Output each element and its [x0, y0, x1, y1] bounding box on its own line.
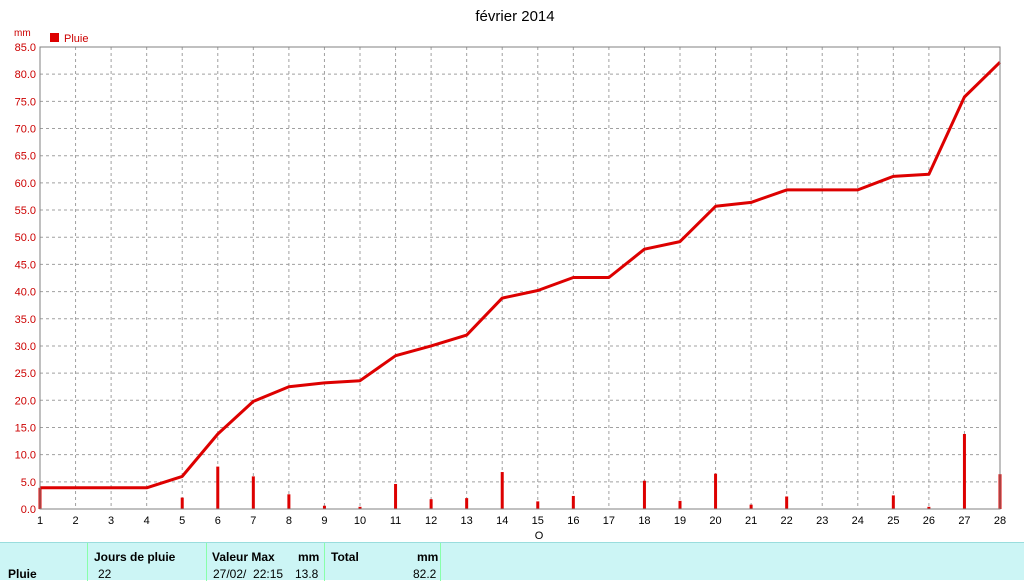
total-header: Total	[331, 550, 359, 564]
chart-title: février 2014	[475, 8, 554, 25]
valeur-max-cell: Valeur Max mm 27/02/ 22:15 13.8	[206, 543, 324, 581]
x-tick-label: 19	[674, 515, 686, 527]
daily-bar	[216, 466, 220, 509]
x-tick-label: 1	[37, 515, 43, 527]
valeur-max-header: Valeur Max	[212, 550, 275, 564]
valeur-max-unit: mm	[298, 550, 320, 564]
x-tick-label: 22	[781, 515, 793, 527]
x-tick-label: 11	[390, 515, 401, 527]
x-marker: O	[535, 530, 544, 542]
x-tick-label: 18	[638, 515, 650, 527]
x-tick-label: 23	[816, 515, 828, 527]
daily-bar	[287, 494, 291, 509]
summary-table: Pluie Jours de pluie 22 Valeur Max mm 27…	[0, 542, 1024, 581]
daily-bar	[678, 500, 682, 509]
x-tick-label: 17	[603, 515, 615, 527]
daily-bar	[358, 506, 362, 509]
y-tick-label: 10.0	[15, 450, 36, 462]
y-tick-label: 40.0	[15, 287, 36, 299]
y-axis-ticks: 0.0 5.0 10.0 15.0 20.0 25.0 30.0 35.0 40.0 45.0 50…	[15, 42, 36, 516]
x-tick-label: 8	[286, 515, 292, 527]
daily-bar	[891, 495, 895, 509]
x-axis-ticks: 1 2 3 4 5 6 7 8 9 10 11 12 13 14 15 16 17 18 19 20 21 22 23 24 2…	[37, 515, 1006, 527]
x-tick-label: 2	[72, 515, 78, 527]
daily-bar	[500, 472, 504, 509]
x-tick-label: 7	[250, 515, 256, 527]
daily-bar	[927, 506, 931, 509]
daily-bar	[785, 496, 789, 509]
total-value: 82.2	[413, 567, 437, 581]
y-tick-label: 75.0	[15, 96, 36, 108]
x-tick-label: 15	[532, 515, 544, 527]
y-tick-label: 15.0	[15, 422, 36, 434]
daily-bar	[394, 483, 398, 509]
daily-bar	[642, 480, 646, 509]
x-tick-label: 21	[745, 515, 757, 527]
daily-bar	[749, 504, 753, 509]
x-tick-label: 14	[496, 515, 508, 527]
jours-value: 22	[98, 567, 112, 581]
grid	[40, 47, 1000, 509]
daily-bar	[251, 476, 255, 509]
x-tick-label: 26	[923, 515, 935, 527]
jours-header: Jours de pluie	[94, 550, 176, 564]
y-tick-label: 65.0	[15, 151, 36, 163]
y-tick-label: 25.0	[15, 368, 36, 380]
x-tick-label: 4	[144, 515, 150, 527]
y-tick-label: 55.0	[15, 205, 36, 217]
total-cell: Total mm 82.2	[324, 543, 441, 581]
daily-bar	[536, 501, 540, 509]
x-tick-label: 25	[887, 515, 899, 527]
cumulative-rain-line	[40, 61, 1002, 490]
y-tick-label: 70.0	[15, 124, 36, 136]
y-tick-label: 20.0	[15, 395, 36, 407]
rain-chart: février 2014 mm Pluie 0.05.010.015.020.0…	[14, 8, 1006, 542]
x-tick-label: 9	[321, 515, 327, 527]
x-tick-label: 5	[179, 515, 185, 527]
daily-bar	[180, 497, 184, 509]
x-tick-label: 24	[852, 515, 864, 527]
y-tick-label: 0.0	[21, 504, 36, 516]
daily-bar	[714, 473, 718, 509]
total-unit: mm	[417, 550, 439, 564]
y-tick-label: 35.0	[15, 314, 36, 326]
x-tick-label: 28	[994, 515, 1006, 527]
y-tick-label: 80.0	[15, 69, 36, 81]
y-tick-label: 30.0	[15, 341, 36, 353]
daily-rain-bars	[38, 433, 1002, 509]
x-tick-label: 20	[709, 515, 721, 527]
plot-frame	[39, 46, 1001, 510]
x-tick-label: 13	[461, 515, 473, 527]
valeur-max-date: 27/02/ 22:15	[213, 567, 284, 581]
x-tick-label: 27	[958, 515, 970, 527]
row-label-cell: Pluie	[0, 543, 87, 581]
x-tick-label: 10	[354, 515, 366, 527]
y-tick-label: 45.0	[15, 259, 36, 271]
daily-bar	[429, 499, 433, 509]
y-tick-label: 85.0	[15, 42, 36, 54]
x-tick-label: 3	[108, 515, 114, 527]
y-axis-unit: mm	[14, 28, 31, 39]
y-tick-label: 5.0	[21, 477, 36, 489]
x-tick-label: 16	[567, 515, 579, 527]
daily-bar	[322, 505, 326, 509]
row-label: Pluie	[8, 567, 37, 581]
x-tick-label: 12	[425, 515, 437, 527]
daily-bar	[571, 495, 575, 509]
daily-bar	[465, 498, 469, 509]
valeur-max-value: 13.8	[295, 567, 319, 581]
x-tick-label: 6	[215, 515, 221, 527]
daily-bar	[962, 433, 966, 509]
y-tick-label: 60.0	[15, 178, 36, 190]
y-tick-label: 50.0	[15, 232, 36, 244]
jours-cell: Jours de pluie 22	[87, 543, 206, 581]
legend-label: Pluie	[64, 33, 88, 45]
legend-swatch	[50, 33, 59, 42]
